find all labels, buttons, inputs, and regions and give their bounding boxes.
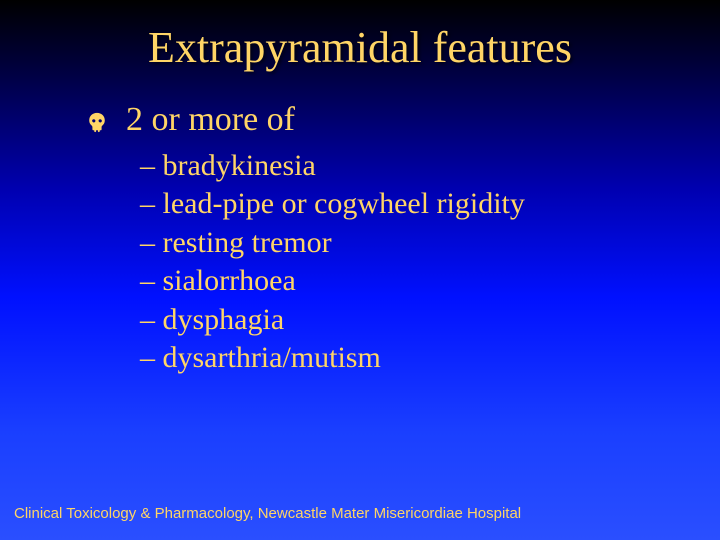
skull-icon — [86, 111, 108, 133]
slide-title: Extrapyramidal features — [0, 0, 720, 73]
list-item: – lead-pipe or cogwheel rigidity — [140, 185, 720, 223]
footer-text: Clinical Toxicology & Pharmacology, Newc… — [14, 505, 521, 522]
sub-prefix: – — [140, 341, 163, 374]
sub-text: bradykinesia — [163, 149, 316, 182]
sub-text: dysphagia — [163, 303, 285, 336]
list-item: – dysphagia — [140, 301, 720, 339]
sub-prefix: – — [140, 264, 163, 297]
list-item: – sialorrhoea — [140, 262, 720, 300]
sub-prefix: – — [140, 303, 163, 336]
sub-text: sialorrhoea — [163, 264, 296, 297]
sub-text: lead-pipe or cogwheel rigidity — [163, 187, 525, 220]
level1-text: 2 or more of — [126, 101, 295, 139]
list-item: – dysarthria/mutism — [140, 339, 720, 377]
slide: Extrapyramidal features 2 or more of – b… — [0, 0, 720, 540]
bullet-level1: 2 or more of — [86, 101, 720, 139]
sub-prefix: – — [140, 149, 163, 182]
list-item: – bradykinesia — [140, 147, 720, 185]
slide-content: 2 or more of – bradykinesia – lead-pipe … — [86, 101, 720, 377]
list-item: – resting tremor — [140, 224, 720, 262]
sub-text: resting tremor — [163, 226, 332, 259]
sub-list: – bradykinesia – lead-pipe or cogwheel r… — [140, 147, 720, 377]
sub-prefix: – — [140, 187, 163, 220]
sub-text: dysarthria/mutism — [163, 341, 381, 374]
sub-prefix: – — [140, 226, 163, 259]
